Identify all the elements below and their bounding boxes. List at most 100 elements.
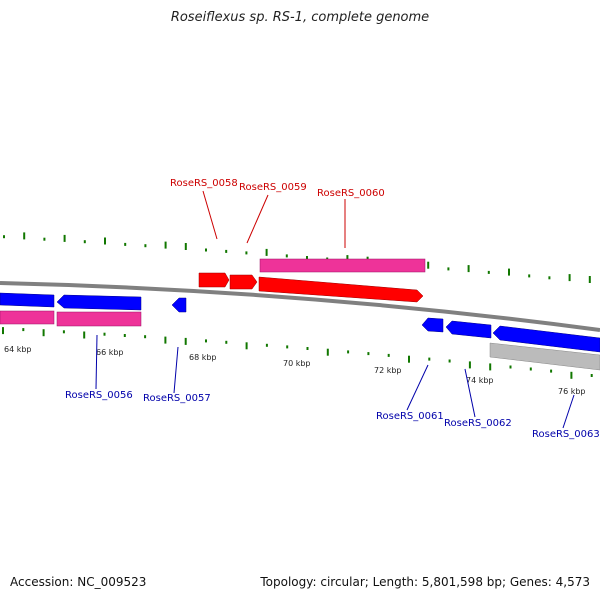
- gc-skew-dash: [509, 365, 512, 369]
- cds-arrow-reverse[interactable]: [445, 320, 492, 339]
- cds-arrow-forward[interactable]: [198, 272, 230, 288]
- genome-backbone: [0, 281, 600, 332]
- gc-skew-dash: [144, 335, 147, 339]
- gc-skew-dash: [447, 267, 450, 271]
- gene-label-roseRS-0061[interactable]: RoseRS_0061: [376, 411, 444, 422]
- gene-label-roseRS-0059[interactable]: RoseRS_0059: [239, 182, 307, 193]
- gene-label-roseRS-0063[interactable]: RoseRS_0063: [532, 429, 600, 440]
- cds-arrow-forward[interactable]: [258, 276, 424, 303]
- gene-label-roseRS-0060[interactable]: RoseRS_0060: [317, 188, 385, 199]
- gc-skew-dash: [265, 248, 268, 256]
- gc-skew-dash: [306, 347, 309, 350]
- gene-label-roseRS-0062[interactable]: RoseRS_0062: [444, 418, 512, 429]
- gc-skew-dash: [326, 348, 329, 356]
- gc-skew-dash: [550, 369, 553, 373]
- gc-skew-dash: [528, 274, 531, 278]
- ruler-tick-label: 72 kbp: [374, 366, 402, 375]
- gc-skew-dash: [428, 357, 431, 361]
- gc-skew-dash: [448, 359, 451, 363]
- gc-skew-dash: [570, 371, 573, 379]
- gc-skew-dash: [285, 254, 288, 258]
- gc-skew-dash: [529, 367, 532, 371]
- gc-skew-dash: [286, 345, 289, 349]
- gc-skew-dash: [487, 270, 490, 274]
- gc-skew-dash: [265, 343, 268, 347]
- gc-skew-dash: [225, 249, 228, 253]
- gene-label-roseRS-0056[interactable]: RoseRS_0056: [65, 390, 133, 401]
- gc-skew-dash: [62, 330, 65, 334]
- cds-arrow-reverse[interactable]: [56, 294, 142, 311]
- gene-feature-pink[interactable]: [0, 310, 55, 325]
- gc-skew-dash: [2, 327, 4, 335]
- gc-skew-dash: [43, 237, 46, 241]
- gc-skew-dash: [408, 355, 410, 363]
- gc-skew-dash: [3, 235, 5, 239]
- gene-label-leader: [562, 394, 575, 429]
- gene-label-leader: [464, 368, 476, 418]
- gc-skew-dash: [42, 329, 45, 337]
- gc-skew-dash: [144, 244, 147, 248]
- gc-track-lower: [2, 327, 593, 379]
- gc-skew-dash: [568, 274, 571, 282]
- gc-skew-dash: [22, 328, 25, 332]
- coordinate-ruler: 64 kbp 66 kbp 68 kbp 70 kbp 72 kbp 74 kbp 76 k…: [4, 345, 586, 396]
- gc-skew-dash: [245, 342, 248, 350]
- ruler-tick-label: 66 kbp: [96, 348, 124, 357]
- gene-labels-top: RoseRS_0058 RoseRS_0059 RoseRS_0060: [170, 178, 385, 248]
- gc-skew-dash: [83, 240, 86, 244]
- gc-skew-dash: [347, 350, 350, 354]
- gc-skew-dash: [103, 332, 106, 336]
- gene-label-roseRS-0057[interactable]: RoseRS_0057: [143, 393, 211, 404]
- gc-skew-dash: [346, 255, 349, 263]
- cds-arrow-reverse[interactable]: [421, 317, 444, 333]
- gene-label-leader: [246, 194, 269, 244]
- gc-skew-dash: [205, 248, 207, 252]
- ruler-tick-label: 74 kbp: [466, 376, 494, 385]
- gc-skew-dash: [184, 337, 187, 345]
- gc-skew-dash: [63, 234, 66, 242]
- gc-skew-dash: [367, 352, 370, 356]
- gc-skew-dash: [225, 340, 228, 344]
- gc-skew-dash: [124, 242, 127, 246]
- gene-feature-pink[interactable]: [56, 311, 142, 327]
- gc-skew-dash: [184, 243, 187, 250]
- gene-label-leader: [202, 190, 218, 240]
- gc-skew-dash: [427, 261, 430, 269]
- gc-skew-dash: [548, 276, 551, 280]
- cds-arrow-reverse[interactable]: [0, 292, 55, 308]
- accession-label: Accession: NC_009523: [10, 575, 147, 589]
- gene-feature-pink[interactable]: [259, 258, 426, 273]
- cds-arrow-reverse[interactable]: [171, 297, 187, 313]
- gc-skew-dash: [164, 241, 167, 249]
- map-title: Roseiflexus sp. RS-1, complete genome: [170, 10, 430, 25]
- gene-label-leader: [95, 334, 98, 390]
- gene-labels-bottom: RoseRS_0056 RoseRS_0057 RoseRS_0061 Rose…: [65, 334, 600, 440]
- gc-track-upper: [3, 232, 591, 283]
- gc-skew-dash: [205, 339, 207, 343]
- gene-label-leader: [406, 364, 429, 411]
- ruler-tick-label: 76 kbp: [558, 387, 586, 396]
- gene-label-roseRS-0058[interactable]: RoseRS_0058: [170, 178, 238, 189]
- gc-skew-dash: [104, 237, 106, 245]
- gc-skew-dash: [590, 374, 593, 377]
- gc-skew-dash: [245, 251, 248, 255]
- gc-skew-dash: [387, 353, 390, 357]
- gc-skew-dash: [23, 232, 26, 240]
- ruler-tick-label: 68 kbp: [189, 353, 217, 362]
- gc-skew-dash: [306, 256, 308, 259]
- genome-summary: Topology: circular; Length: 5,801,598 bp…: [260, 575, 590, 589]
- cds-arrow-reverse[interactable]: [492, 325, 600, 353]
- cds-arrow-forward[interactable]: [229, 274, 258, 290]
- gc-skew-dash: [123, 334, 126, 337]
- pseudo-feature[interactable]: [489, 342, 600, 371]
- gc-skew-dash: [164, 336, 167, 344]
- ruler-tick-label: 70 kbp: [283, 359, 311, 368]
- gc-skew-dash: [588, 276, 591, 283]
- gc-skew-dash: [83, 331, 86, 339]
- ruler-tick-label: 64 kbp: [4, 345, 32, 354]
- gc-skew-dash: [467, 265, 470, 273]
- gene-label-leader: [173, 346, 179, 394]
- gc-skew-dash: [468, 361, 471, 369]
- gc-skew-dash: [489, 363, 492, 371]
